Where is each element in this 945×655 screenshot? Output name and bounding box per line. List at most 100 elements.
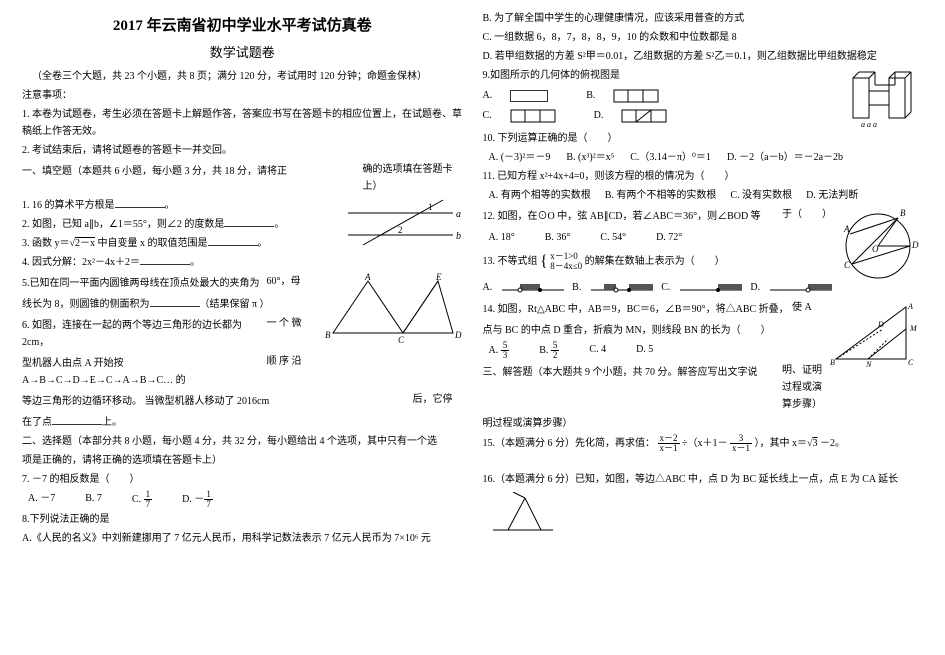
notice-1: 1. 本卷为试题卷，考生必须在答题卡上解题作答，答案应书写在答题卡的相应位置上，… <box>22 106 463 140</box>
q10-opt-b: B. (x³)²＝x⁵ <box>566 149 614 166</box>
main-title: 2017 年云南省初中学业水平考试仿真卷 <box>22 14 463 40</box>
q7-opt-d: D. －17 <box>182 490 213 509</box>
section-1b: 确的选项填在答题卡上） <box>363 161 463 195</box>
svg-text:D: D <box>454 330 462 340</box>
svg-text:O: O <box>872 244 879 254</box>
figure-parallel-lines: 1 a 2 b <box>343 195 463 250</box>
q6a: 6. 如图，连接在一起的两个等边三角形的边长都为 2cm， <box>22 317 267 351</box>
q7-opt-a: A. －7 <box>28 490 55 509</box>
section-3b-cont: 明过程或演算步骤） <box>483 415 924 432</box>
q4: 4. 因式分解：2x²－4x＋2＝。 <box>22 254 463 271</box>
q7-options: A. －7 B. 7 C. 17 D. －17 <box>28 490 463 509</box>
svg-text:D: D <box>877 320 884 329</box>
q11-opt-b: B. 有两个不相等的实数根 <box>605 187 717 204</box>
blank <box>140 254 190 265</box>
q14-opt-a: A. 53 <box>489 341 510 360</box>
section-1a: 一、填空题（本题共 6 小题，每小题 3 分，共 18 分，请将正 <box>22 163 363 180</box>
svg-text:A: A <box>843 224 850 234</box>
rect-icon <box>510 90 548 102</box>
section-3a: 三、解答题（本大题共 9 个小题，共 70 分。解答应写出文字说 <box>483 364 783 381</box>
blank <box>224 216 274 227</box>
svg-text:C: C <box>844 260 851 270</box>
q12b: 于（ ） <box>782 206 832 223</box>
q11-options: A. 有两个相等的实数根 B. 有两个不相等的实数根 C. 没有实数根 D. 无… <box>489 187 924 204</box>
q8: 8.下列说法正确的是 <box>22 511 463 528</box>
figure-solid-h: a a a <box>843 63 923 129</box>
svg-text:B: B <box>900 208 906 218</box>
q5b: 60°，母 <box>267 273 317 290</box>
q9-row1: A. B. <box>483 87 838 104</box>
q6e: 等边三角形的边循环移动。 当微型机器人移动了 2016cm <box>22 393 413 410</box>
q12-options: A. 18° B. 36° C. 54° D. 72° <box>489 229 833 246</box>
q5a: 5.已知在同一平面内圆锥两母线在顶点处最大的夹角为 <box>22 275 267 292</box>
left-column: 2017 年云南省初中学业水平考试仿真卷 数学试题卷 （全卷三个大题，共 23 … <box>12 8 473 647</box>
blank <box>208 235 258 246</box>
q11-opt-a: A. 有两个相等的实数根 <box>489 187 591 204</box>
q7-opt-b: B. 7 <box>85 490 102 509</box>
svg-text:D: D <box>911 240 919 250</box>
svg-text:E: E <box>435 273 442 282</box>
svg-text:C: C <box>908 358 914 367</box>
notice-2: 2. 考试结束后，请将试题卷的答题卡一并交回。 <box>22 142 463 159</box>
blank <box>115 197 165 208</box>
q8-opt-a: A.《人民的名义》中刘新建挪用了 7 亿元人民币，用科学记数法表示 7 亿元人民… <box>22 530 463 547</box>
rect-3-icon <box>613 89 659 103</box>
q15: 15.（本题满分 6 分）先化简，再求值： x－2x－1 ÷（x＋1－ 3x－1… <box>483 434 924 453</box>
q14-options: A. 53 B. 52 C. 4 D. 5 <box>489 341 823 360</box>
svg-text:a a a: a a a <box>861 120 877 129</box>
q14-opt-c: C. 4 <box>589 341 606 360</box>
svg-text:B: B <box>325 330 331 340</box>
svg-text:1: 1 <box>428 202 433 212</box>
q14-opt-d: D. 5 <box>636 341 653 360</box>
svg-text:C: C <box>398 335 405 345</box>
q11: 11. 已知方程 x²+4x+4=0，则该方程的根的情况为（ ） <box>483 168 924 185</box>
figure-q16 <box>483 492 924 534</box>
q14-opt-b: B. 52 <box>539 341 559 360</box>
q10-opt-d: D. －2（a－b）＝－2a－2b <box>727 149 843 166</box>
q10-options: A. (－3)²＝－9 B. (x³)²＝x⁵ C.（3.14－π）⁰＝1 D.… <box>489 149 924 166</box>
q11-opt-c: C. 没有实数根 <box>730 187 792 204</box>
figure-fold-triangle: B C A N M D <box>828 299 923 369</box>
q12-opt-b: B. 36° <box>545 229 571 246</box>
numberline-icon <box>678 278 742 296</box>
right-column: B. 为了解全国中学生的心理健康情况，应该采用普查的方式 C. 一组数据 6，8… <box>473 8 934 647</box>
svg-text:a: a <box>456 209 461 220</box>
section-2b: 项是正确的，请将正确的选项填在答题卡上） <box>22 452 463 469</box>
q6c: 型机器人由点 A 开始按 A→B→C→D→E→C→A→B→C… 的 <box>22 355 267 389</box>
section-2a: 二、选择题（本部分共 8 小题，每小题 4 分，共 32 分，每小题给出 4 个… <box>22 433 463 450</box>
q16: 16.（本题满分 6 分）已知，如图，等边△ABC 中，点 D 为 BC 延长线… <box>483 471 924 488</box>
svg-text:M: M <box>909 324 918 333</box>
q6g-line: 在了点上。 <box>22 414 463 431</box>
figure-triangles: A B C D E <box>323 273 463 353</box>
sub-title: 数学试题卷 <box>22 42 463 64</box>
numberline-icon <box>500 278 564 296</box>
q9-row2: C. D. <box>483 107 838 124</box>
q8-opt-d: D. 若甲组数据的方差 S²甲＝0.01，乙组数据的方差 S²乙＝0.1，则乙组… <box>483 48 924 65</box>
rect-diag-icon <box>621 109 667 123</box>
q8-opt-b: B. 为了解全国中学生的心理健康情况，应该采用普查的方式 <box>483 10 924 27</box>
svg-text:B: B <box>830 358 835 367</box>
blank <box>52 414 102 425</box>
numberline-icon <box>768 278 832 296</box>
q8-opt-c: C. 一组数据 6，8，7，8，8，9，10 的众数和中位数都是 8 <box>483 29 924 46</box>
q10-opt-c: C.（3.14－π）⁰＝1 <box>630 149 711 166</box>
q7: 7. －7 的相反数是（ ） <box>22 471 463 488</box>
q12-opt-c: C. 54° <box>600 229 626 246</box>
q11-opt-d: D. 无法判断 <box>806 187 858 204</box>
blank <box>150 296 200 307</box>
q10: 10. 下列运算正确的是（ ） <box>483 130 924 147</box>
q12a: 12. 如图，在⊙O 中，弦 AB∥CD，若∠ABC＝36°，则∠BOD 等 <box>483 208 783 225</box>
svg-text:2: 2 <box>398 225 403 235</box>
rect-3-icon <box>510 109 556 123</box>
notice-label: 注意事项： <box>22 87 463 104</box>
q13-options: A. B. C. D. <box>483 278 833 296</box>
figure-circle: A B C D O <box>838 206 923 284</box>
q12-opt-a: A. 18° <box>489 229 515 246</box>
svg-text:b: b <box>456 231 461 242</box>
q7-opt-c: C. 17 <box>132 490 152 509</box>
q12-opt-d: D. 72° <box>656 229 682 246</box>
svg-text:A: A <box>907 302 913 311</box>
svg-text:N: N <box>865 360 872 369</box>
q10-opt-a: A. (－3)²＝－9 <box>489 149 551 166</box>
note-header: （全卷三个大题，共 23 个小题，共 8 页；满分 120 分，考试用时 120… <box>22 68 463 85</box>
